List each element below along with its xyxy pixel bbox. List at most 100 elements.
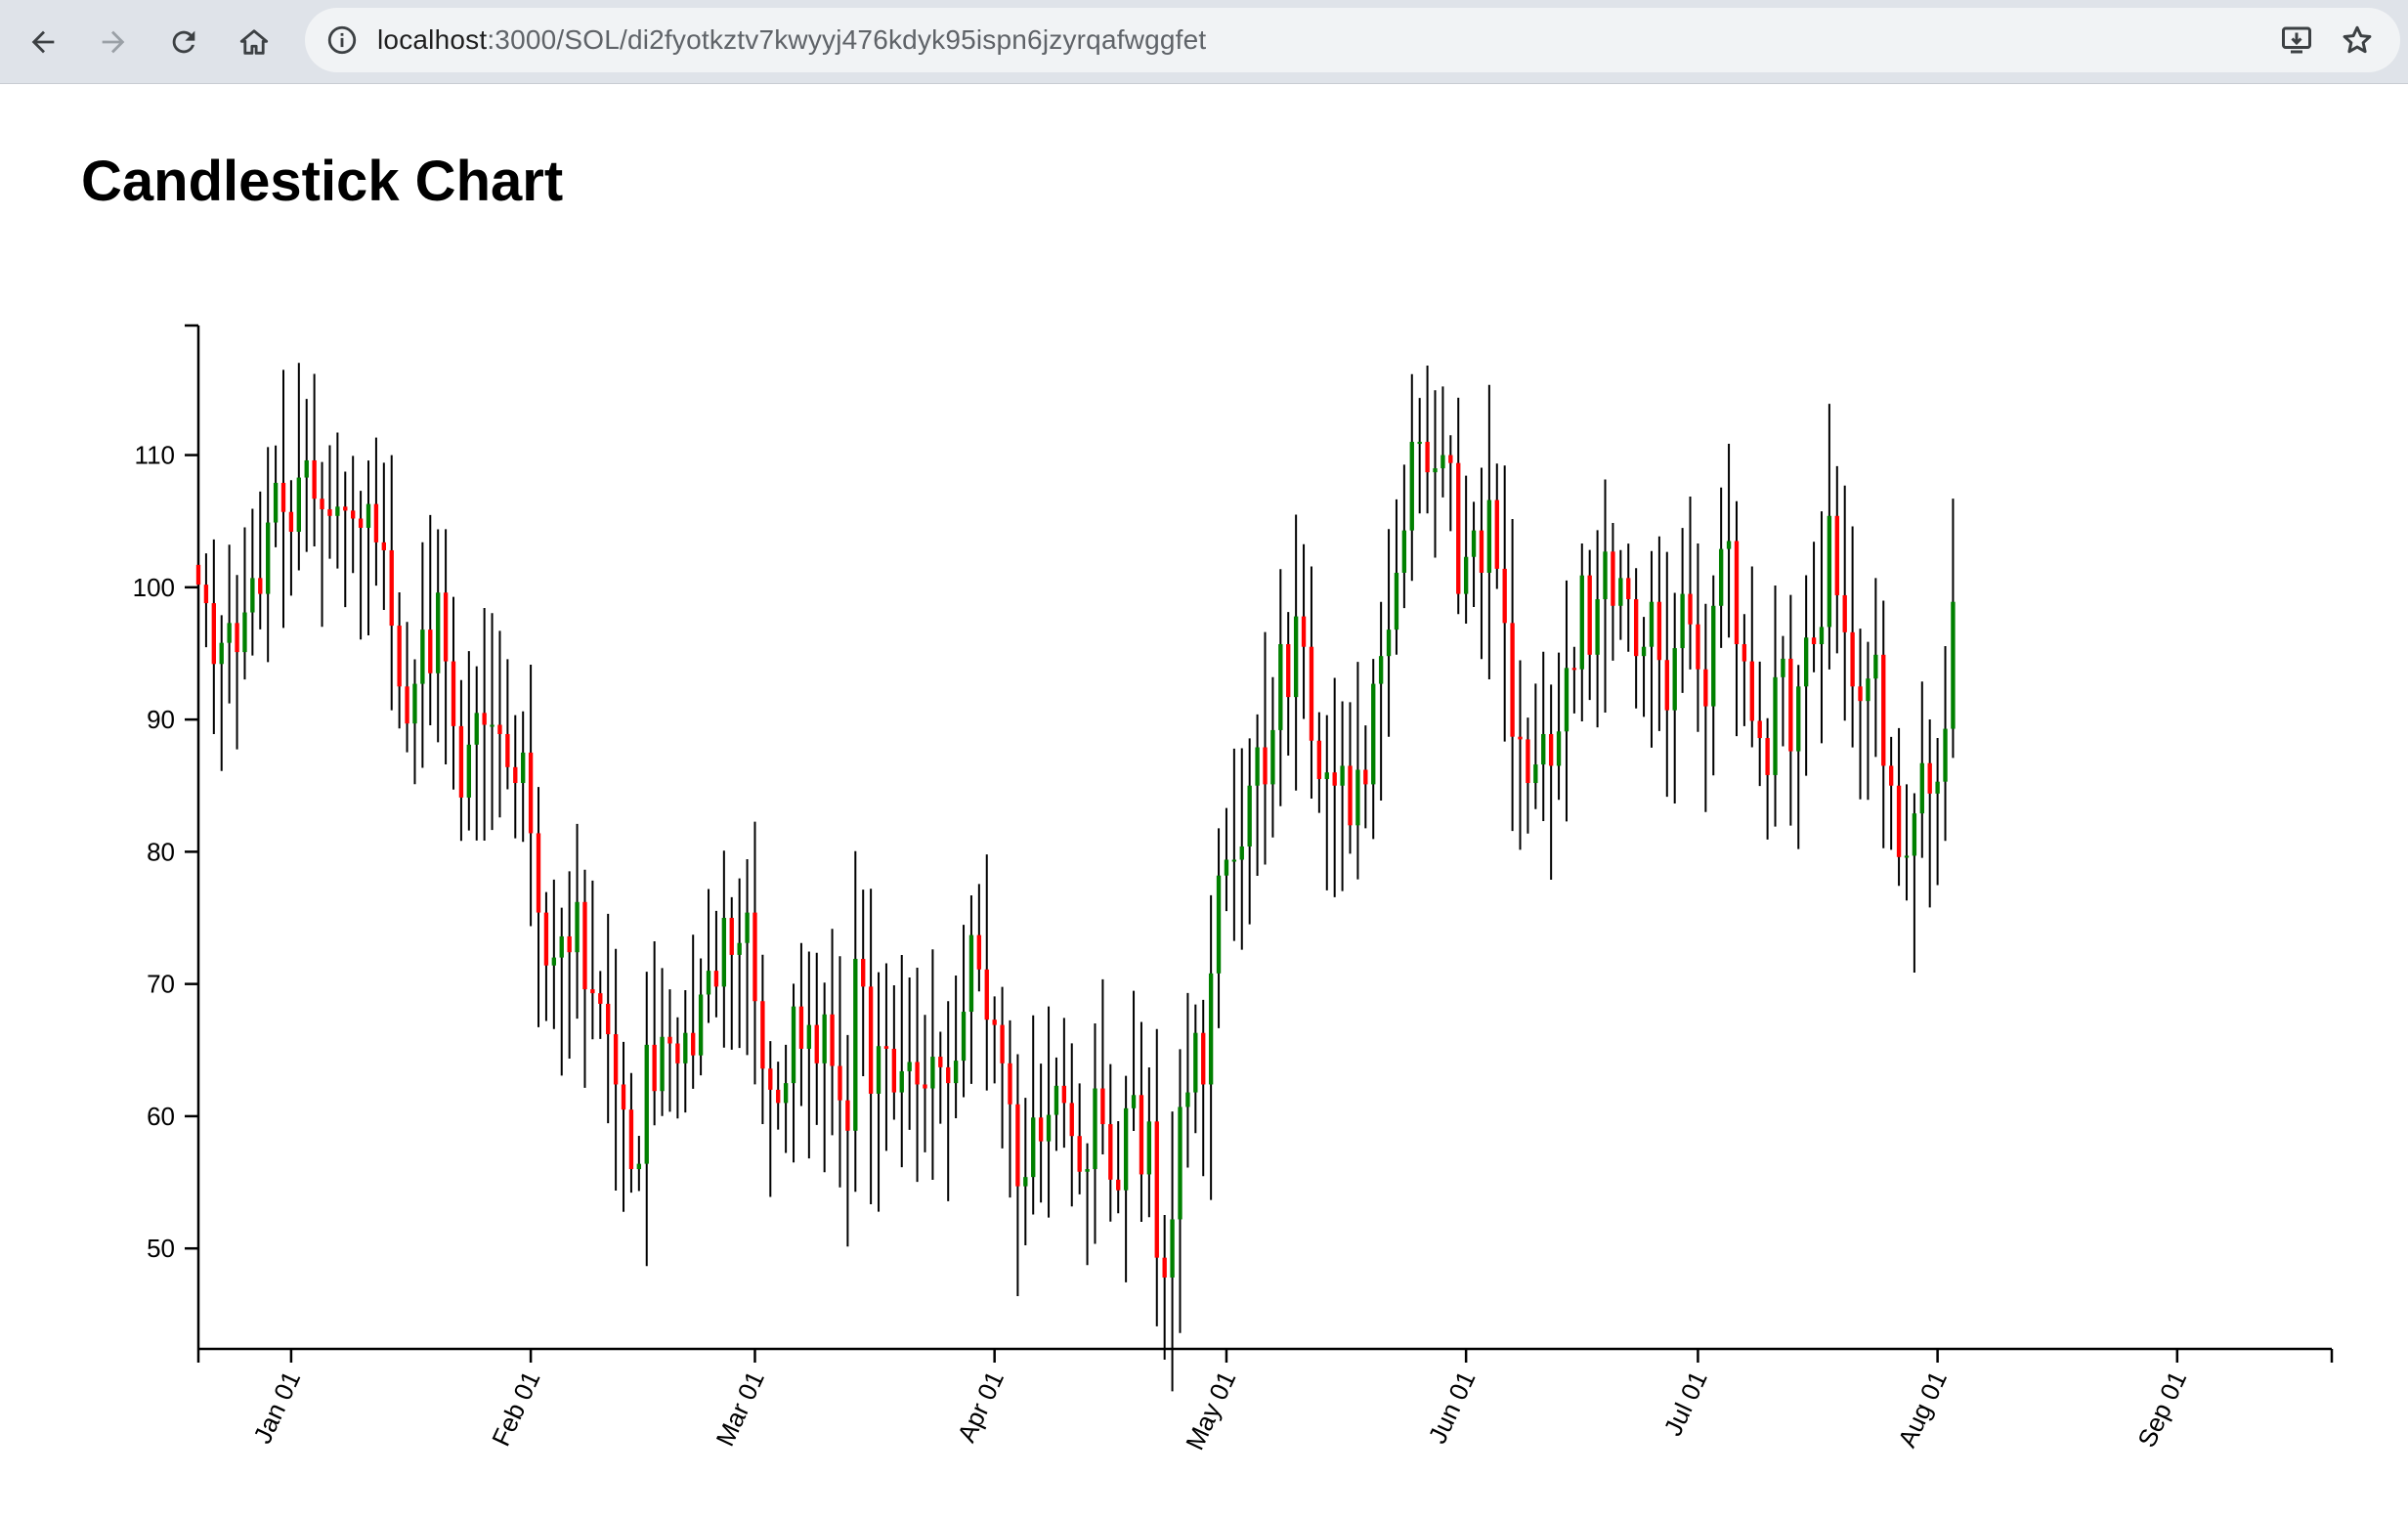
- candlestick: [1363, 725, 1368, 829]
- candle-body-up: [1873, 654, 1878, 679]
- candlestick: [1270, 676, 1275, 838]
- candlestick: [373, 437, 379, 586]
- candlestick: [1896, 727, 1902, 887]
- candle-body-down: [1749, 661, 1754, 721]
- candle-body-down: [1571, 668, 1577, 671]
- candlestick: [1425, 365, 1430, 514]
- candlestick: [737, 878, 742, 1049]
- candle-body-up: [1324, 772, 1329, 779]
- candlestick: [451, 596, 456, 790]
- candlestick: [838, 956, 842, 1188]
- bookmark-star-icon[interactable]: [2338, 21, 2377, 60]
- url-text[interactable]: localhost:3000/SOL/di2fyotkztv7kwyyj476k…: [377, 8, 1206, 72]
- candle-body-down: [628, 1109, 634, 1170]
- candle-body-down: [814, 1024, 819, 1063]
- candle-body-up: [1146, 1121, 1152, 1175]
- candlestick: [907, 976, 912, 1130]
- candle-body-up: [1093, 1088, 1097, 1170]
- candle-body-up: [1471, 530, 1477, 557]
- candle-body-down: [1309, 646, 1314, 741]
- forward-button[interactable]: [87, 16, 140, 68]
- x-tick-label: Feb 01: [486, 1367, 545, 1451]
- candlestick: [644, 972, 649, 1267]
- page-title: Candlestick Chart: [81, 150, 564, 213]
- candle-body-up: [660, 1036, 665, 1092]
- candlestick: [1765, 717, 1770, 840]
- candlestick: [381, 462, 387, 611]
- candle-body-down: [729, 918, 734, 955]
- candle-body-up: [1904, 855, 1910, 858]
- candlestick: [304, 399, 309, 552]
- candlestick: [1316, 712, 1322, 813]
- candle-body-up: [1239, 846, 1244, 860]
- candle-body-up: [420, 629, 425, 684]
- candlestick: [219, 615, 224, 771]
- candlestick: [1417, 398, 1422, 514]
- candle-body-down: [528, 752, 534, 834]
- candle-body-up: [1827, 515, 1832, 628]
- candle-body-up: [296, 477, 301, 533]
- home-button[interactable]: [228, 16, 280, 68]
- candlestick: [1386, 529, 1392, 737]
- reload-button[interactable]: [157, 16, 210, 68]
- candlestick: [1803, 575, 1809, 776]
- candle-body-up: [876, 1046, 882, 1094]
- install-app-icon[interactable]: [2277, 21, 2316, 60]
- candlestick: [1649, 550, 1655, 748]
- candle-body-down: [976, 934, 982, 970]
- candlestick: [1888, 736, 1894, 850]
- candle-body-down: [868, 986, 874, 1094]
- candle-body-down: [351, 510, 356, 519]
- candle-body-up: [737, 942, 742, 955]
- candlestick: [389, 455, 394, 711]
- candle-body-up: [953, 1061, 959, 1084]
- candle-body-down: [405, 686, 409, 724]
- candlestick: [1309, 566, 1314, 800]
- candlestick: [195, 496, 201, 661]
- candlestick: [528, 665, 534, 927]
- candlestick: [235, 575, 239, 750]
- candlestick: [968, 895, 974, 1084]
- candle-body-down: [891, 1048, 897, 1093]
- candlestick: [1595, 530, 1600, 728]
- candle-body-down: [1927, 762, 1932, 794]
- candlestick: [1757, 661, 1762, 787]
- candle-body-down: [1896, 785, 1902, 857]
- candlestick: [288, 480, 294, 596]
- candlestick: [1494, 463, 1499, 589]
- candle-body-up: [907, 1062, 912, 1071]
- site-info-icon[interactable]: [322, 21, 362, 60]
- candlestick: [458, 679, 464, 842]
- candlestick: [559, 907, 564, 1076]
- candle-body-down: [1633, 599, 1639, 657]
- candlestick: [1224, 807, 1229, 912]
- candlestick: [250, 508, 255, 656]
- candlestick: [1247, 738, 1252, 925]
- candle-body-up: [1054, 1085, 1059, 1115]
- back-button[interactable]: [17, 16, 69, 68]
- candle-body-up: [1355, 769, 1360, 826]
- candle-body-up: [1533, 764, 1538, 784]
- address-bar[interactable]: localhost:3000/SOL/di2fyotkztv7kwyyj476k…: [305, 8, 2400, 72]
- candlestick: [227, 544, 232, 704]
- candlestick: [273, 445, 279, 547]
- candle-body-down: [1154, 1121, 1159, 1258]
- candle-body-up: [698, 994, 704, 1056]
- candlestick: [1378, 601, 1384, 802]
- candlestick: [351, 456, 356, 574]
- candle-body-down: [1456, 462, 1461, 594]
- candle-body-up: [575, 901, 580, 953]
- candle-body-down: [838, 1065, 842, 1101]
- candles: [195, 363, 1956, 1392]
- candlestick: [1664, 551, 1669, 798]
- candle-body-up: [1486, 499, 1492, 573]
- candle-body-down: [1100, 1088, 1105, 1125]
- candle-body-down: [482, 713, 487, 725]
- candle-body-down: [536, 833, 541, 913]
- candlestick: [1510, 519, 1515, 832]
- candle-body-up: [551, 957, 557, 966]
- candlestick: [366, 460, 371, 635]
- candlestick: [1401, 464, 1407, 609]
- candle-body-up: [1247, 785, 1252, 846]
